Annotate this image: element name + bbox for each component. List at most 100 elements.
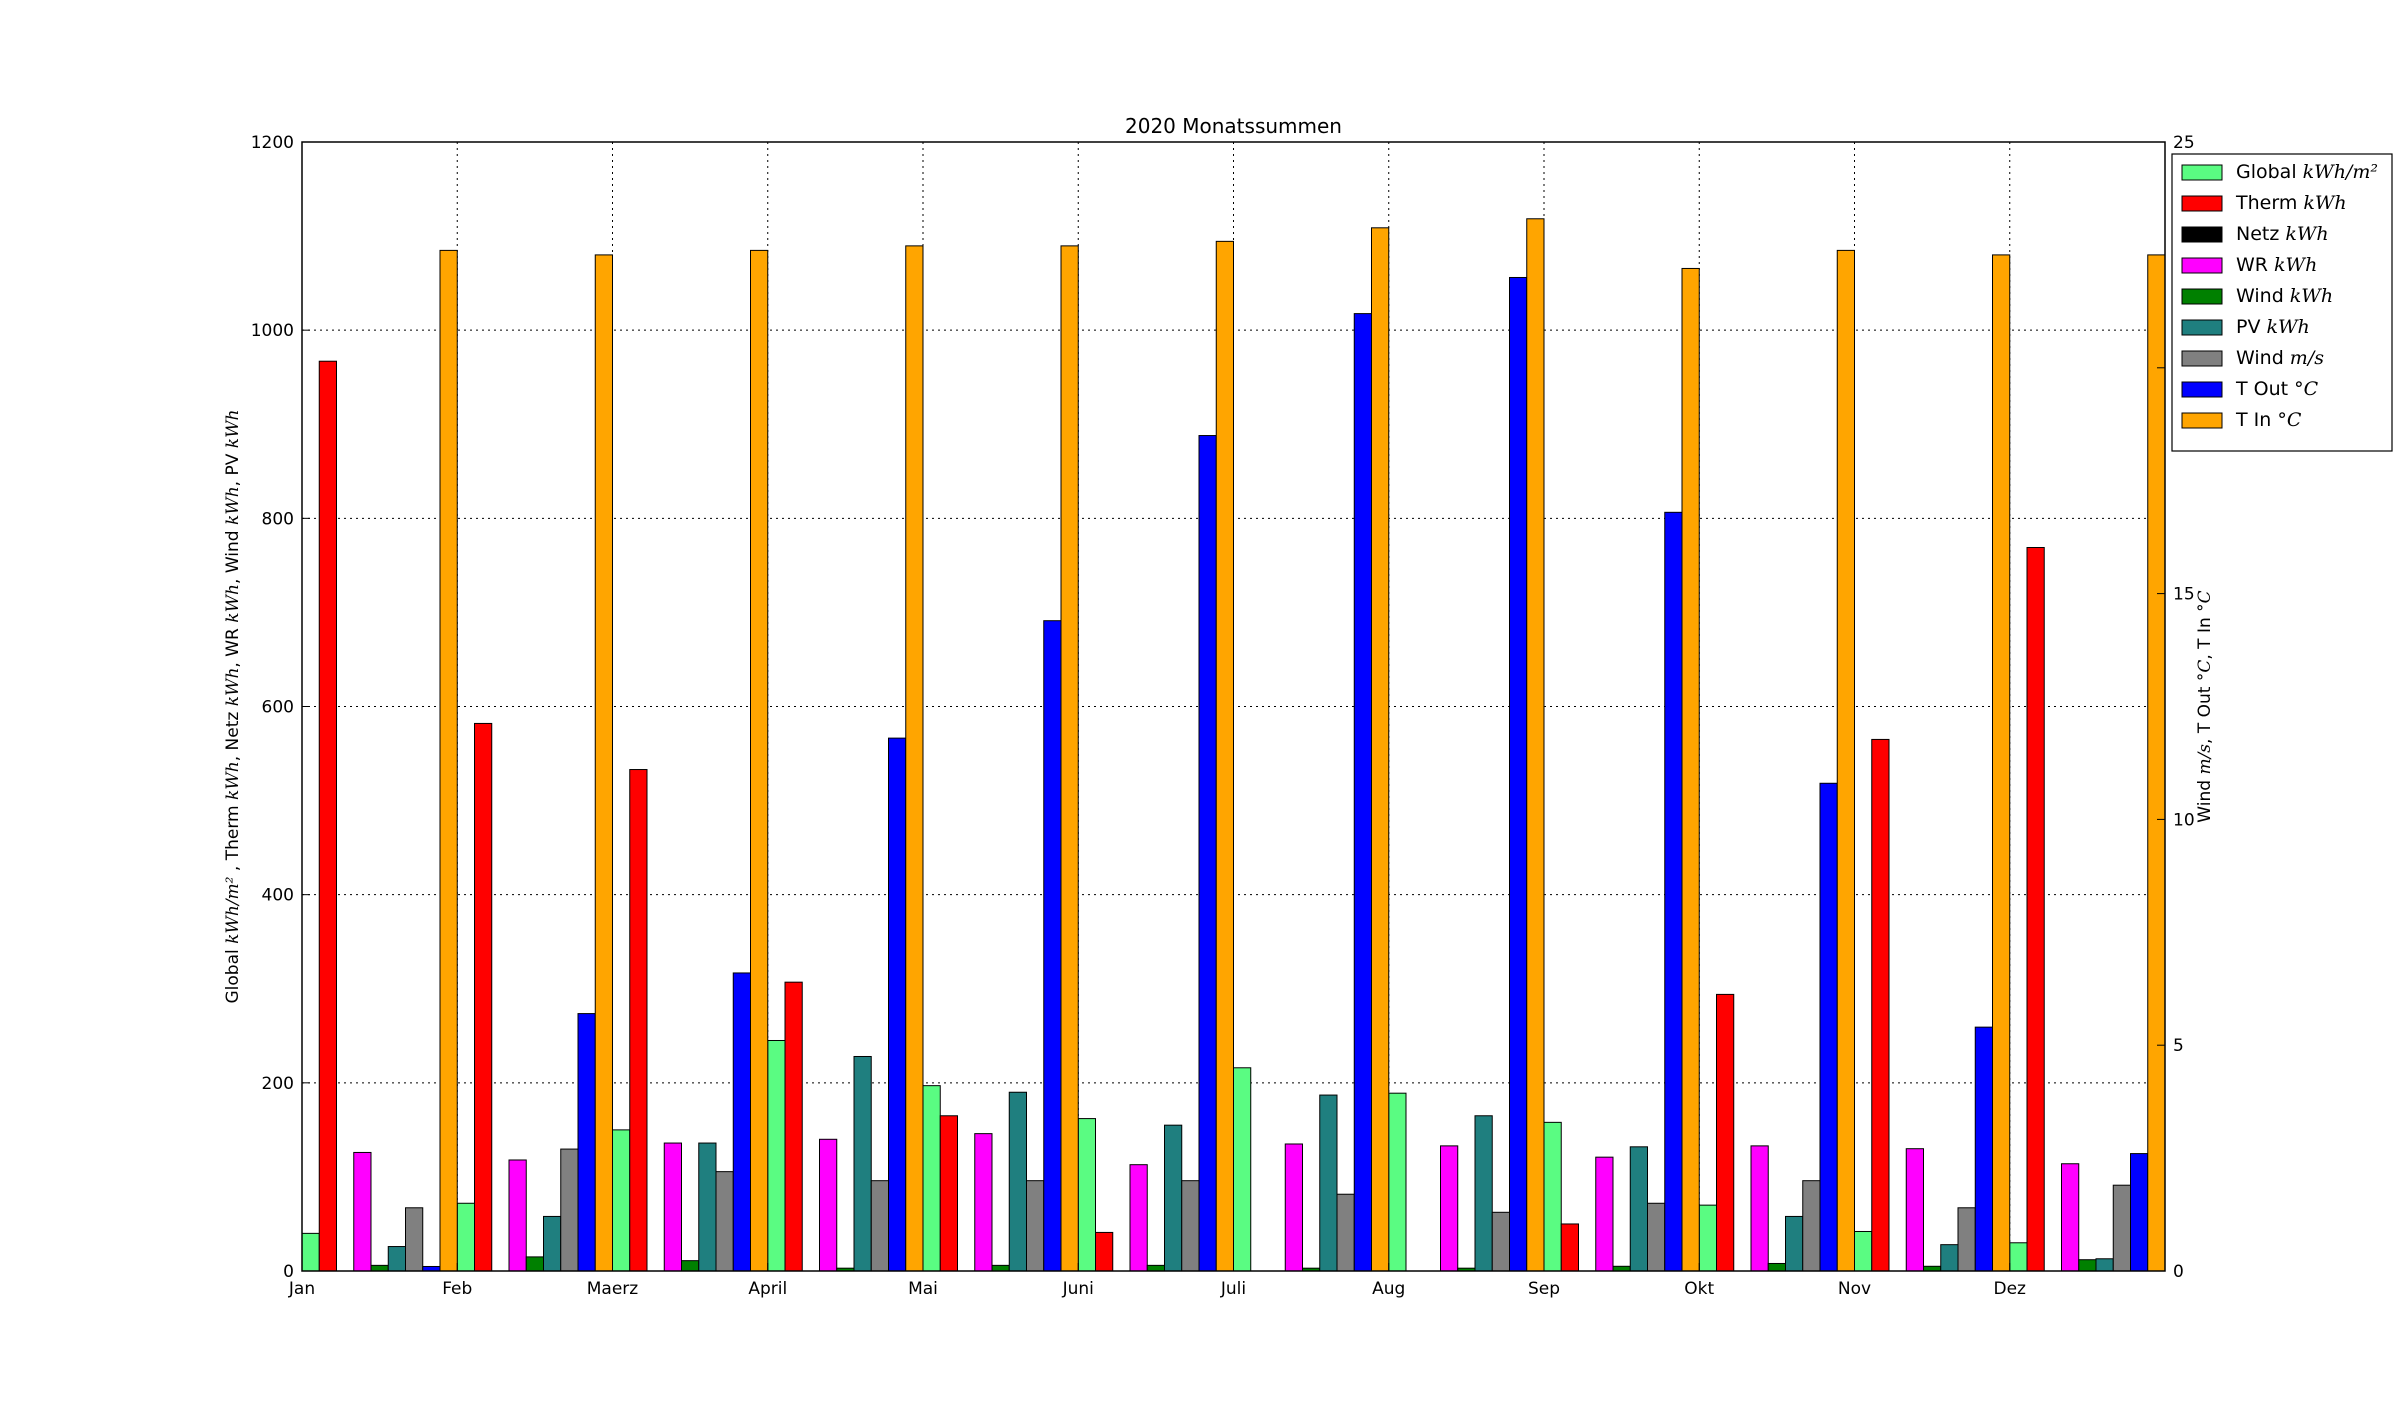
x-tick-label: Mai: [908, 1279, 938, 1299]
bar-wind-jan: [370, 1264, 389, 1272]
bar-t-out-okt: [1819, 782, 1838, 1272]
bar-wind-feb: [560, 1148, 579, 1272]
bar-t-in-nov: [1992, 254, 2011, 1272]
bar-t-out-mai: [1043, 620, 1062, 1272]
bars: [301, 218, 2166, 1272]
bar-wind-juni: [1146, 1264, 1165, 1272]
bar-t-in-maerz: [750, 249, 769, 1272]
x-tick-label: Nov: [1838, 1279, 1871, 1299]
bar-pv-april: [853, 1055, 872, 1272]
bar-global-jan: [301, 1232, 320, 1272]
y-left-tick-label: 200: [262, 1074, 294, 1094]
bar-global-dez: [2009, 1242, 2028, 1272]
bar-pv-jan: [387, 1246, 406, 1272]
y-left-tick-label: 1200: [251, 133, 294, 153]
bar-wr-nov: [1905, 1148, 1924, 1272]
bar-global-aug: [1388, 1092, 1407, 1272]
bar-therm-dez: [2026, 546, 2045, 1272]
bar-global-sep: [1543, 1121, 1562, 1272]
bar-wind-nov: [1957, 1207, 1976, 1272]
y-axis-left-label: Global kWh/m² , Therm kWh, Netz kWh, WR …: [223, 409, 243, 1003]
bar-wind-aug: [1491, 1211, 1510, 1272]
bar-global-okt: [1698, 1204, 1717, 1272]
bar-t-out-april: [888, 737, 907, 1272]
bar-t-out-feb: [577, 1013, 596, 1272]
bar-t-out-juni: [1198, 435, 1217, 1272]
bar-wr-jan: [353, 1151, 372, 1272]
bar-wind-sep: [1647, 1202, 1666, 1272]
bar-t-out-maerz: [732, 972, 751, 1272]
bar-wr-aug: [1440, 1145, 1459, 1272]
bar-t-in-jan: [439, 249, 458, 1272]
bar-wind-jan: [405, 1207, 424, 1272]
bar-t-in-dez: [2147, 254, 2166, 1272]
legend-swatch: [2181, 195, 2223, 212]
legend-swatch: [2181, 257, 2223, 274]
bar-pv-dez: [2095, 1258, 2114, 1272]
bar-wr-maerz: [663, 1142, 682, 1272]
legend-label: Global kWh/m²: [2236, 161, 2378, 183]
x-tick-label: Juni: [1062, 1279, 1094, 1299]
y-right-tick-label: 5: [2173, 1036, 2184, 1056]
bar-wind-maerz: [681, 1260, 700, 1272]
legend-swatch: [2181, 412, 2223, 429]
bar-wind-dez: [2112, 1184, 2131, 1272]
x-tick-label: Juli: [1220, 1279, 1246, 1299]
legend-swatch: [2181, 350, 2223, 367]
bar-t-out-nov: [1974, 1026, 1993, 1272]
y-right-tick-label: 10: [2173, 810, 2195, 830]
bar-global-april: [767, 1039, 786, 1272]
bar-therm-maerz: [629, 769, 648, 1272]
bar-wr-juni: [1129, 1164, 1148, 1272]
legend-label: Wind m/s: [2236, 347, 2324, 369]
chart-title: 2020 Monatssummen: [1125, 114, 1342, 138]
x-tick-label: Okt: [1684, 1279, 1714, 1299]
bar-pv-feb: [543, 1215, 562, 1272]
axis-ticks: 0200400600800100012000510152025JanFebMae…: [251, 133, 2195, 1299]
bar-t-out-aug: [1509, 276, 1528, 1272]
bar-wr-sep: [1595, 1156, 1614, 1272]
bar-pv-mai: [1008, 1091, 1027, 1272]
bar-therm-nov: [1871, 738, 1890, 1272]
bar-wind-juli: [1336, 1193, 1355, 1272]
x-tick-label: Dez: [1994, 1279, 2027, 1299]
legend-swatch: [2181, 319, 2223, 336]
y-left-tick-label: 800: [262, 509, 294, 529]
bar-global-maerz: [612, 1129, 631, 1272]
legend-label: PV kWh: [2236, 316, 2310, 338]
bar-wind-mai: [1026, 1180, 1045, 1272]
bar-wr-dez: [2061, 1163, 2080, 1272]
legend-swatch: [2181, 288, 2223, 305]
bar-wind-okt: [1802, 1180, 1821, 1272]
bar-wind-dez: [2078, 1259, 2097, 1272]
bar-therm-mai: [939, 1115, 958, 1272]
bar-t-out-sep: [1664, 511, 1683, 1272]
bar-pv-nov: [1940, 1244, 1959, 1272]
legend-label: WR kWh: [2236, 254, 2317, 276]
bar-wr-juli: [1284, 1143, 1303, 1272]
bar-t-out-dez: [2130, 1153, 2149, 1272]
bar-global-juli: [1233, 1067, 1252, 1272]
bar-global-feb: [456, 1202, 475, 1272]
legend: Global kWh/m² Therm kWh Netz kWh WR kWh Wind…: [2171, 153, 2393, 452]
bar-wr-mai: [974, 1133, 993, 1272]
bar-wind-juni: [1181, 1180, 1200, 1272]
x-tick-label: Aug: [1372, 1279, 1405, 1299]
bar-t-out-juli: [1353, 313, 1372, 1272]
bar-t-in-okt: [1836, 249, 1855, 1272]
bar-therm-okt: [1716, 993, 1735, 1272]
bar-t-in-aug: [1526, 218, 1545, 1272]
bar-therm-sep: [1560, 1223, 1579, 1272]
bar-global-nov: [1854, 1230, 1873, 1272]
legend-label: Netz kWh: [2236, 223, 2329, 245]
y-left-tick-label: 400: [262, 886, 294, 906]
legend-swatch: [2181, 381, 2223, 398]
bar-wind-maerz: [715, 1171, 734, 1272]
bar-therm-jan: [318, 360, 337, 1272]
bar-wr-feb: [508, 1159, 527, 1272]
bar-therm-feb: [474, 722, 493, 1272]
y-axis-right-label: Wind m/s, T Out °C, T In °C: [2195, 590, 2215, 822]
bar-pv-aug: [1474, 1115, 1493, 1272]
x-tick-label: Sep: [1528, 1279, 1560, 1299]
